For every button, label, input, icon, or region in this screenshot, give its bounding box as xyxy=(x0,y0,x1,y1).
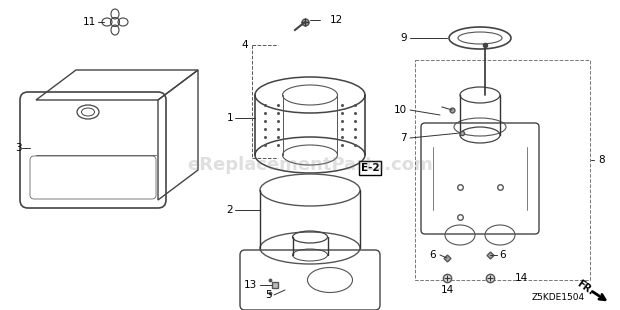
Text: 11: 11 xyxy=(82,17,96,27)
Text: 1: 1 xyxy=(226,113,233,123)
Text: 9: 9 xyxy=(401,33,407,43)
Text: 8: 8 xyxy=(598,155,604,165)
Text: 3: 3 xyxy=(15,143,21,153)
Text: Z5KDE1504: Z5KDE1504 xyxy=(531,294,585,303)
Text: FR.: FR. xyxy=(575,279,595,297)
Text: 12: 12 xyxy=(330,15,343,25)
Text: eReplacementParts.com: eReplacementParts.com xyxy=(187,156,433,174)
Text: 14: 14 xyxy=(440,285,454,295)
Text: 13: 13 xyxy=(244,280,257,290)
Text: 10: 10 xyxy=(394,105,407,115)
Text: 4: 4 xyxy=(241,40,248,50)
Text: 2: 2 xyxy=(226,205,233,215)
Text: 7: 7 xyxy=(401,133,407,143)
Bar xyxy=(415,60,590,280)
Text: 14: 14 xyxy=(515,273,528,283)
Text: 5: 5 xyxy=(265,290,272,300)
Text: E-2: E-2 xyxy=(361,163,379,173)
Text: 6: 6 xyxy=(430,250,436,260)
Text: 6: 6 xyxy=(499,250,506,260)
